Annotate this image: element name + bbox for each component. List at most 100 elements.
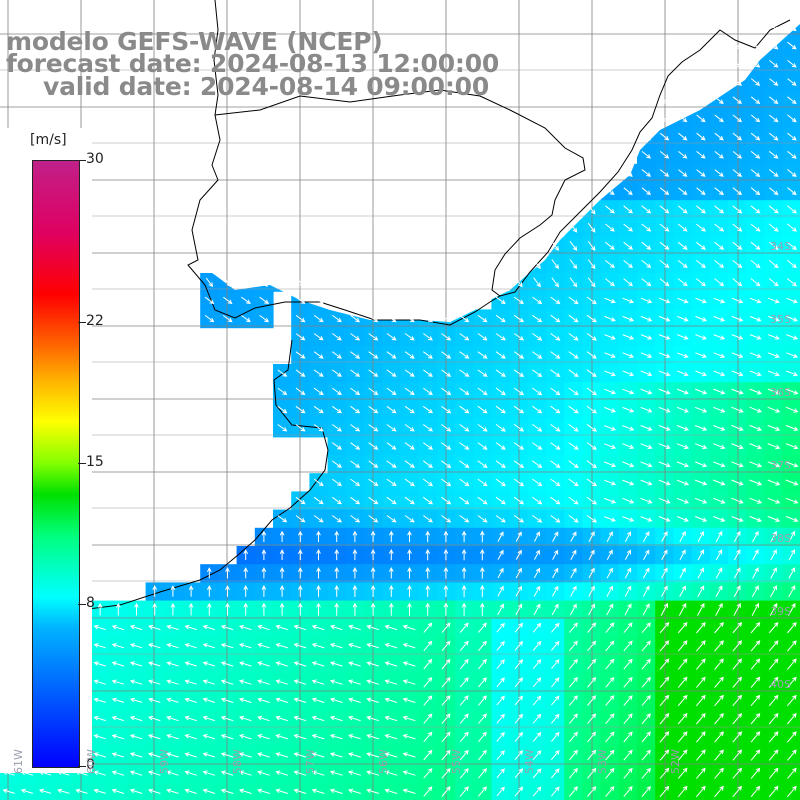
wind-arrow — [368, 405, 379, 414]
wind-arrow — [348, 697, 361, 703]
wind-arrow — [352, 530, 358, 543]
wind-arrow — [570, 531, 577, 542]
wind-arrow — [275, 715, 289, 722]
colorbar-tick-label: 22 — [86, 312, 104, 329]
wind-arrow — [477, 333, 488, 341]
wind-arrow — [495, 515, 506, 523]
wind-arrow — [202, 643, 216, 649]
wind-arrow — [622, 297, 635, 304]
wind-arrow — [749, 315, 762, 322]
wind-arrow — [533, 585, 541, 597]
wind-arrow — [658, 297, 671, 304]
wind-arrow — [694, 388, 708, 395]
wind-arrow — [750, 278, 761, 287]
wind-arrow — [384, 624, 398, 631]
wind-arrow — [640, 352, 653, 358]
wind-arrow — [605, 278, 615, 287]
wind-arrow — [731, 479, 744, 486]
wind-arrow — [643, 549, 650, 561]
wind-arrow — [204, 296, 215, 305]
wind-arrow — [588, 585, 595, 597]
longitude-label: 58W — [231, 749, 244, 774]
wind-arrow — [715, 549, 723, 561]
wind-arrow — [604, 443, 617, 449]
wind-arrow — [275, 770, 289, 776]
wind-arrow — [478, 677, 487, 688]
wind-arrow — [588, 603, 595, 616]
wind-arrow — [605, 223, 615, 232]
wind-arrow — [220, 715, 234, 722]
wind-arrow — [623, 278, 634, 287]
wind-arrow — [184, 697, 197, 703]
wind-arrow — [496, 622, 505, 633]
latitude-label: 38S — [770, 532, 791, 545]
wind-arrow — [532, 695, 542, 706]
wind-arrow — [641, 713, 651, 725]
wind-arrow — [459, 387, 470, 396]
wind-arrow — [459, 314, 470, 323]
wind-arrow — [477, 786, 487, 797]
wind-arrow — [694, 497, 708, 504]
wind-arrow — [459, 731, 469, 743]
colorbar-gradient — [32, 160, 80, 768]
longitude-label: 53W — [596, 749, 609, 774]
wind-arrow — [751, 585, 759, 598]
wind-arrow — [659, 278, 670, 287]
wind-arrow — [587, 695, 597, 706]
wind-arrow — [552, 567, 559, 579]
wind-arrow — [495, 314, 506, 323]
wind-arrow — [606, 585, 613, 597]
wind-arrow — [731, 334, 744, 340]
wind-arrow — [750, 205, 761, 214]
wind-arrow — [332, 442, 342, 450]
wind-arrow — [188, 602, 194, 616]
wind-arrow — [568, 731, 578, 743]
wind-arrow — [148, 624, 161, 631]
wind-arrow — [732, 785, 743, 798]
wind-arrow — [477, 767, 487, 779]
wind-arrow — [587, 622, 597, 633]
wind-arrow — [713, 388, 726, 395]
wind-arrow — [423, 640, 433, 652]
wind-arrow — [586, 296, 597, 305]
wind-arrow — [441, 442, 452, 450]
wind-arrow — [402, 770, 416, 776]
wind-arrow — [441, 713, 451, 724]
wind-arrow — [661, 567, 668, 579]
wind-arrow — [402, 661, 416, 667]
wind-arrow — [111, 788, 125, 794]
wind-arrow — [461, 566, 467, 579]
wind-arrow — [148, 661, 161, 667]
wind-arrow — [622, 315, 635, 322]
wind-arrow — [676, 479, 690, 486]
wind-arrow — [623, 223, 634, 232]
wind-arrow — [750, 41, 761, 50]
wind-arrow — [386, 314, 397, 323]
wind-arrow — [714, 640, 724, 652]
wind-arrow — [605, 749, 615, 761]
wind-arrow — [459, 351, 470, 359]
wind-arrow — [352, 549, 358, 561]
wind-arrow — [786, 297, 798, 304]
wind-arrow — [225, 602, 230, 616]
wind-arrow — [550, 514, 561, 523]
wind-arrow — [768, 658, 779, 670]
wind-arrow — [550, 387, 561, 396]
wind-arrow — [368, 369, 379, 377]
wind-arrow — [586, 332, 597, 341]
wind-arrow — [261, 567, 267, 579]
wind-arrow — [384, 734, 398, 740]
wind-arrow — [514, 731, 524, 742]
wind-arrow — [293, 788, 307, 794]
wind-arrow — [423, 622, 433, 633]
wind-arrow — [676, 443, 690, 450]
wind-arrow — [495, 442, 506, 450]
wind-arrow — [641, 132, 652, 141]
wind-arrow — [334, 602, 340, 616]
wind-arrow — [551, 695, 560, 706]
wind-arrow — [769, 23, 779, 32]
wind-arrow — [513, 405, 525, 414]
wind-arrow — [259, 314, 270, 323]
wind-arrow — [368, 387, 379, 396]
wind-arrow — [732, 41, 743, 50]
